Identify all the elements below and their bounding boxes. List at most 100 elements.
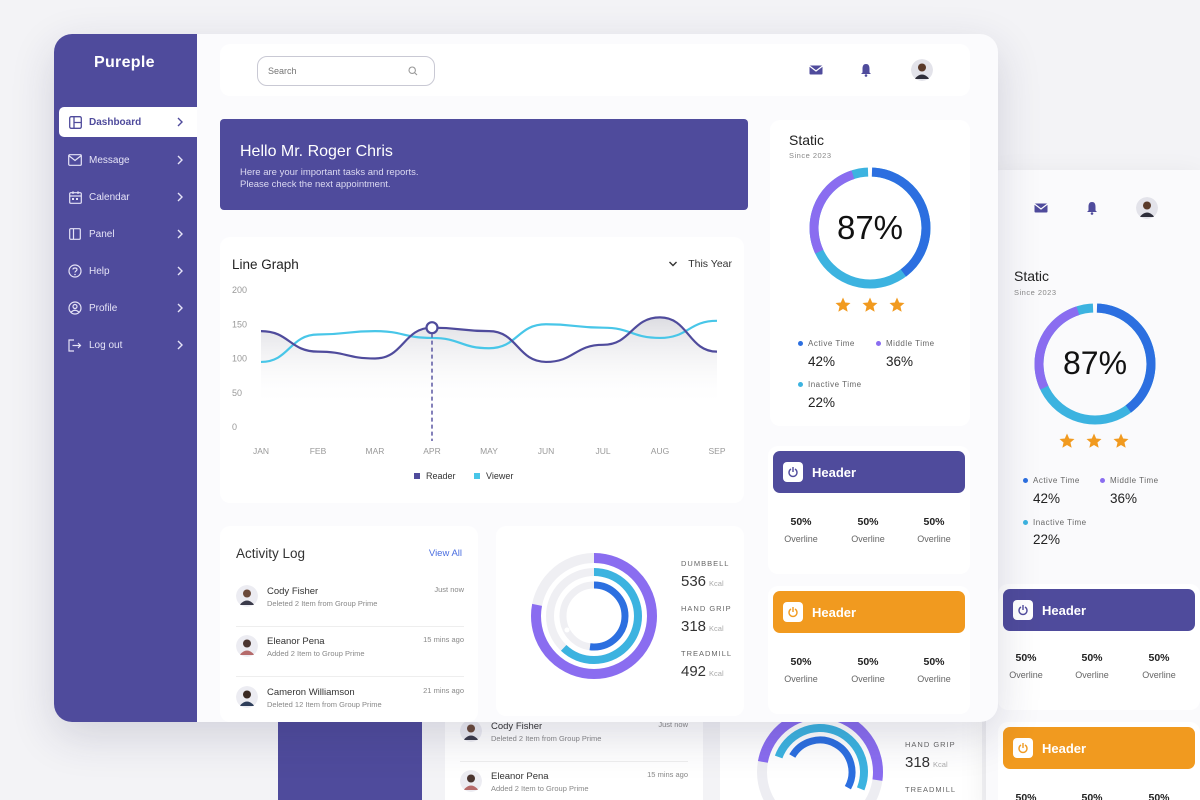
metric: 50% Overline xyxy=(851,656,885,684)
power-icon xyxy=(783,462,803,482)
series-line-viewer xyxy=(260,319,718,364)
chevron-down-icon xyxy=(669,261,678,267)
chevron-right-icon xyxy=(177,266,183,276)
sidebar-item-label: Panel xyxy=(89,228,115,240)
list-item[interactable]: Cody Fisher Deleted 2 Item from Group Pr… xyxy=(236,581,464,627)
log-time: Just now xyxy=(434,585,464,594)
list-item[interactable]: Eleanor Pena Added 2 Item to Group Prime… xyxy=(236,631,464,677)
ring-treadmill xyxy=(559,581,629,651)
metric: 50% xyxy=(1015,792,1037,800)
metric: 50% Overline xyxy=(851,516,885,544)
legend-label: Middle Time xyxy=(1110,476,1159,485)
header-card-bar: Header xyxy=(1003,727,1195,769)
chevron-right-icon xyxy=(177,192,183,202)
metric: 50% Overline xyxy=(784,516,818,544)
power-icon xyxy=(1013,600,1033,620)
panel-icon xyxy=(68,227,82,241)
search-input[interactable] xyxy=(268,66,408,76)
brand-logo: Pureple xyxy=(94,54,155,71)
sidebar-item-dashboard[interactable]: Dashboard xyxy=(59,107,197,137)
log-name: Eleanor Pena xyxy=(491,771,549,782)
ring-hand-grip xyxy=(546,568,642,664)
logout-icon xyxy=(68,338,82,352)
welcome-title: Hello Mr. Roger Chris xyxy=(240,143,393,160)
profile-icon xyxy=(68,301,82,315)
static-card: Static Since 2023 87% Active Time 42% Mi… xyxy=(770,120,970,426)
x-tick-label: JAN xyxy=(253,446,269,456)
sidebar-item-help[interactable]: Help xyxy=(68,256,197,286)
sidebar-item-label: Profile xyxy=(89,302,118,314)
legend-label: Middle Time xyxy=(886,339,935,348)
chevron-right-icon xyxy=(177,155,183,165)
mail-icon[interactable] xyxy=(808,62,824,78)
sidebar-item-label: Log out xyxy=(89,339,123,351)
percent-value: 87% xyxy=(836,209,904,246)
stat-value: 318 Kcal xyxy=(681,618,724,635)
legend-label: Viewer xyxy=(486,471,513,481)
percent-donut-chart xyxy=(1033,302,1157,426)
sidebar-item-profile[interactable]: Profile xyxy=(68,293,197,323)
line-graph-card: Line Graph This Year 200 150 100 50 0 JAN FEB M… xyxy=(220,237,744,503)
x-tick-label: APR xyxy=(423,446,440,456)
header-card-title: Header xyxy=(812,464,857,480)
stat-label: HAND GRIP xyxy=(905,740,956,749)
top-bar xyxy=(220,44,970,96)
log-name: Cody Fisher xyxy=(267,586,319,597)
background-rings-chart xyxy=(757,712,883,800)
metric: 50% Overline xyxy=(1075,652,1109,680)
help-icon xyxy=(68,264,82,278)
range-label: This Year xyxy=(688,258,732,270)
legend-value: 42% xyxy=(1033,491,1061,506)
stat-label: HAND GRIP xyxy=(681,604,732,613)
log-time: 15 mins ago xyxy=(423,635,464,644)
sidebar-item-label: Calendar xyxy=(89,191,130,203)
fitness-card: DUMBBELL 536 Kcal HAND GRIP 318 Kcal TREAD… xyxy=(496,526,744,716)
sidebar-item-logout[interactable]: Log out xyxy=(68,330,197,360)
legend-value: 36% xyxy=(886,354,914,369)
list-item[interactable]: Cameron Williamson Deleted 12 Item from … xyxy=(236,682,464,722)
star-icon xyxy=(1086,433,1102,448)
list-item: Eleanor Pena Added 2 Item to Group Prime… xyxy=(460,766,688,800)
dashboard-icon xyxy=(68,115,82,129)
legend-dot xyxy=(1023,478,1028,483)
avatar[interactable] xyxy=(911,59,933,81)
sidebar-item-label: Dashboard xyxy=(89,116,142,128)
avatar xyxy=(460,770,482,792)
header-card-bar[interactable]: Header xyxy=(773,591,965,633)
search-box[interactable] xyxy=(257,56,435,86)
legend-value: 22% xyxy=(808,395,836,410)
sidebar-item-label: Message xyxy=(89,154,130,166)
reader-area xyxy=(261,317,717,407)
metric: 50% xyxy=(1081,792,1103,800)
legend-dot xyxy=(798,382,803,387)
x-tick-label: MAY xyxy=(480,446,498,456)
x-tick-label: JUN xyxy=(538,446,555,456)
legend-dot xyxy=(798,341,803,346)
bell-icon[interactable] xyxy=(858,62,874,78)
header-card-bar[interactable]: Header xyxy=(773,451,965,493)
avatar xyxy=(236,686,258,708)
sidebar-item-panel[interactable]: Panel xyxy=(68,219,197,249)
ring-dumbbell xyxy=(531,553,657,679)
legend-label: Active Time xyxy=(1033,476,1080,485)
star-icon xyxy=(862,297,878,312)
legend-dot xyxy=(876,341,881,346)
static-card-subtitle: Since 2023 xyxy=(1014,288,1057,297)
sidebar-item-message[interactable]: Message xyxy=(68,145,197,175)
static-card-subtitle: Since 2023 xyxy=(789,151,832,160)
view-all-link[interactable]: View All xyxy=(428,548,462,559)
legend-label: Inactive Time xyxy=(1033,518,1087,527)
legend-value: 22% xyxy=(1033,532,1061,547)
avatar xyxy=(1136,197,1158,219)
highlight-point[interactable] xyxy=(425,321,439,335)
log-name: Eleanor Pena xyxy=(267,636,325,647)
sidebar-item-calendar[interactable]: Calendar xyxy=(68,182,197,212)
range-dropdown[interactable]: This Year xyxy=(668,258,732,270)
star-icon xyxy=(889,297,905,312)
x-tick-label: JUL xyxy=(595,446,610,456)
percent-value: 87% xyxy=(1062,345,1128,381)
log-description: Added 2 Item to Group Prime xyxy=(491,784,589,793)
stat-value: 318 Kcal xyxy=(905,754,948,771)
welcome-line-2: Please check the next appointment. xyxy=(240,179,391,190)
y-tick-label: 0 xyxy=(232,422,237,432)
